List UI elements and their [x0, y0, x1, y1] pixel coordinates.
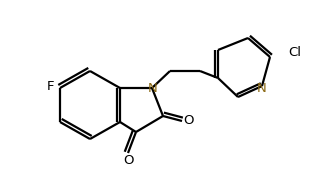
Text: F: F [47, 81, 55, 94]
Text: N: N [148, 81, 158, 94]
Text: O: O [184, 115, 194, 128]
Text: Cl: Cl [288, 46, 301, 59]
Text: N: N [257, 81, 267, 94]
Text: O: O [123, 154, 133, 167]
